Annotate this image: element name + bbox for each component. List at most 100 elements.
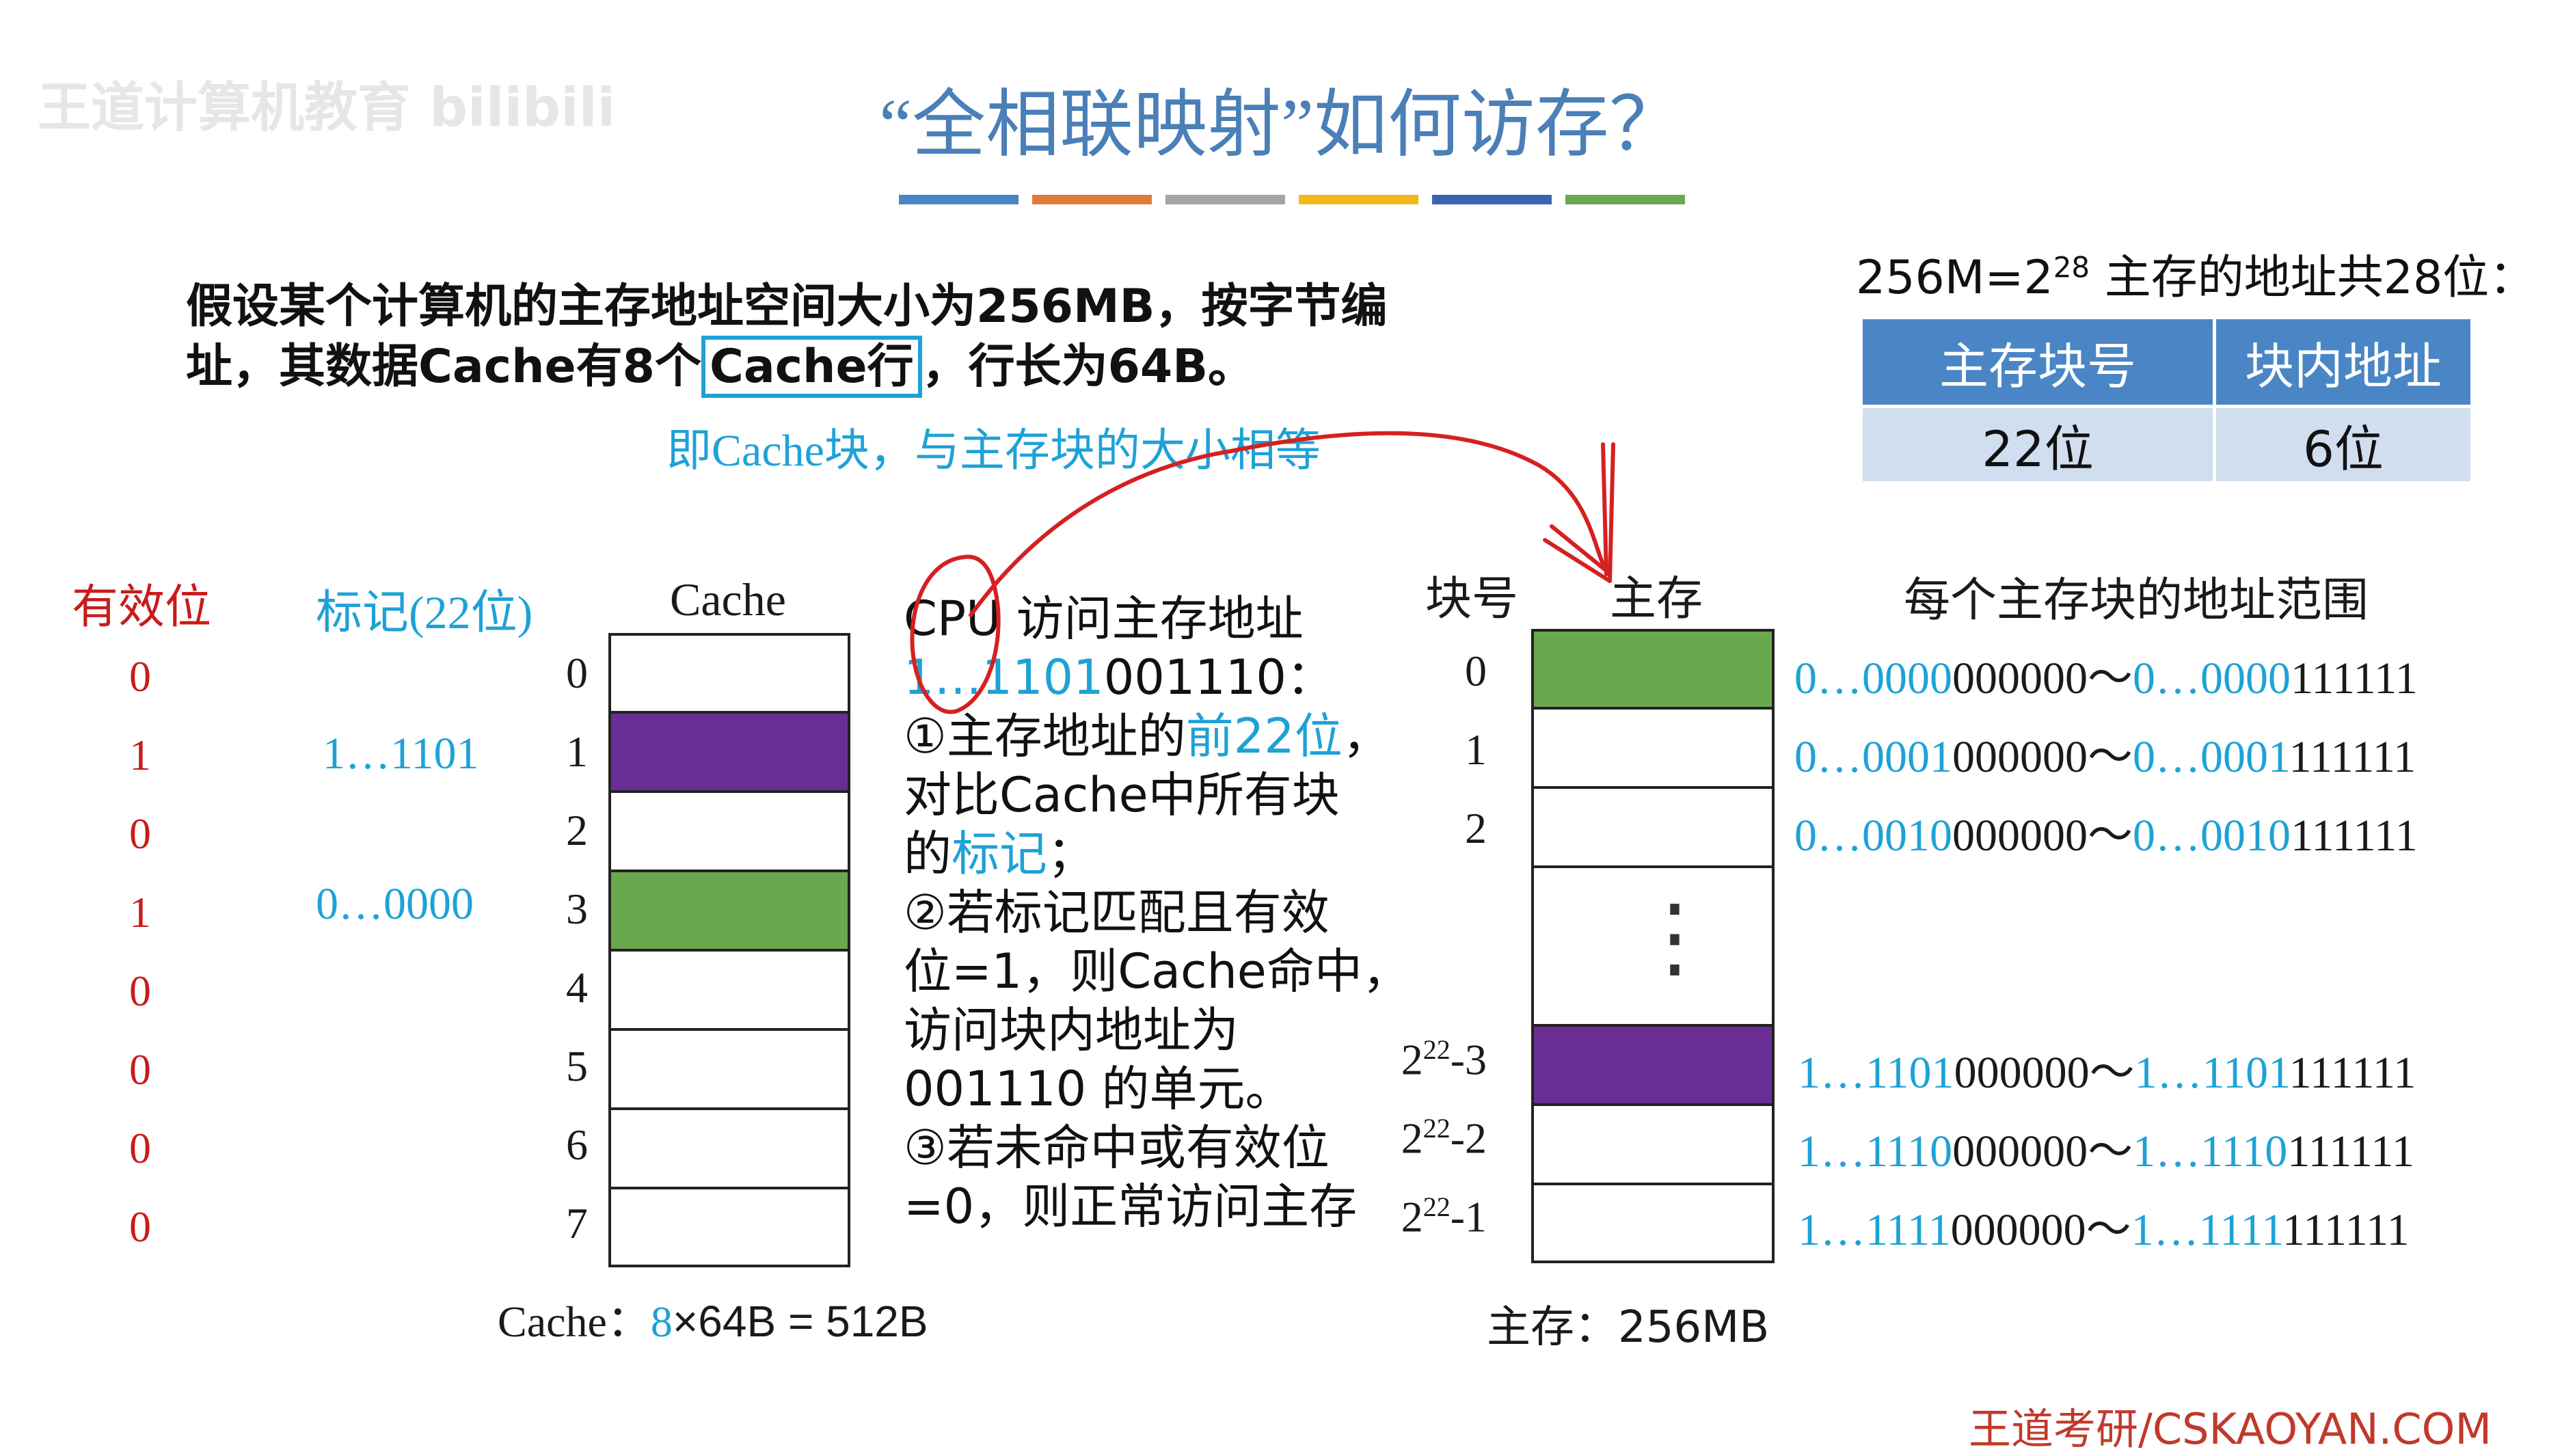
- cache-header: Cache: [670, 574, 786, 625]
- valid-bit-header: 有效位: [72, 580, 212, 634]
- valid-bit: 0: [129, 1045, 151, 1094]
- annotation-arrowhead: [1543, 442, 1615, 583]
- step-1-line-3-end: ；: [1047, 826, 1095, 882]
- color-bar: [1565, 195, 1685, 204]
- tag-header: 标记(22位): [316, 587, 533, 638]
- formula-text: 主存的地址共28位：: [2090, 251, 2536, 305]
- cache-line-index: 4: [566, 963, 588, 1012]
- memory-block-label: 222-3: [1401, 1034, 1487, 1084]
- memory-block: [1531, 1184, 1775, 1263]
- cache-line-index: 5: [566, 1042, 588, 1090]
- step-3-line-2: =0，则正常访问主存: [904, 1178, 1358, 1235]
- step-2-line-1: ②若标记匹配且有效: [904, 885, 1330, 941]
- intro-line-2-start: 址，其数据Cache有8个: [186, 340, 701, 394]
- cache-line: [608, 950, 850, 1029]
- memory-gap: [1531, 867, 1775, 1025]
- cache-size-rest: ×64B = 512B: [672, 1297, 928, 1346]
- valid-bit: 1: [129, 888, 151, 936]
- step-2-line-4: 001110 的单元。: [904, 1061, 1293, 1117]
- annotation-circle: [910, 554, 1001, 714]
- memory-block-filled: [1531, 1025, 1775, 1105]
- step-1-tag-word: 标记: [952, 826, 1047, 882]
- memory-block-label: 222-1: [1401, 1191, 1487, 1241]
- address-format-table: 主存块号 块内地址 22位 6位: [1859, 316, 2474, 485]
- valid-bit: 0: [129, 1202, 151, 1251]
- address-range-header: 每个主存块的地址范围: [1904, 574, 2369, 628]
- color-bar: [1299, 195, 1418, 204]
- step-address: 1…1101001110：: [904, 648, 1410, 707]
- valid-bit: 0: [129, 967, 151, 1015]
- cache-block-note: 即Cache块，与主存块的大小相等: [666, 426, 1321, 476]
- memory-block: [1531, 708, 1775, 787]
- cache-line-index: 1: [566, 727, 588, 776]
- step-3-line-1: ③若未命中或有效位: [904, 1120, 1330, 1176]
- cache-line: [608, 1109, 850, 1188]
- cache-line: [608, 633, 850, 712]
- cache-size-label: Cache：8×64B = 512B: [498, 1286, 928, 1349]
- address-tag-part: 1…1101: [904, 649, 1104, 705]
- address-offset-part: 001110：: [1103, 649, 1334, 705]
- step-1-line-3-start: 的: [904, 826, 952, 882]
- color-bar: [1432, 195, 1552, 204]
- formula-base: 256M=2: [1856, 251, 2053, 305]
- valid-bit: 0: [129, 1124, 151, 1172]
- intro-line-2-end: ，行长为64B。: [921, 340, 1255, 394]
- step-1: ①主存地址的前22位，: [904, 707, 1410, 766]
- valid-bit: 0: [129, 652, 151, 701]
- step-1-text: ①主存地址的: [904, 708, 1186, 764]
- intro-line-2: 址，其数据Cache有8个 Cache行 ，行长为64B。: [186, 336, 1255, 398]
- cache-tag: 0…0000: [316, 879, 474, 929]
- memory-block-filled: [1531, 629, 1775, 708]
- access-steps: CPU 访问主存地址 1…1101001110： ①主存地址的前22位， 对比C…: [904, 589, 1410, 1236]
- memory-block: [1531, 1105, 1775, 1184]
- cache-line: [608, 792, 850, 871]
- block-offset-bits: 6位: [2216, 408, 2470, 481]
- annotation-curve: [969, 431, 1605, 617]
- step-2-line-2: 位=1，则Cache命中，: [904, 943, 1410, 999]
- cache-line-index: 2: [566, 806, 588, 854]
- block-number-bits: 22位: [1863, 408, 2213, 481]
- address-range: 0…0000000000～0…0000111111: [1794, 653, 2418, 703]
- block-offset-header: 块内地址: [2216, 319, 2470, 405]
- cache-line-filled: [608, 871, 850, 950]
- cache-size-prefix: Cache：: [498, 1297, 651, 1346]
- step-intro: CPU 访问主存地址: [904, 591, 1304, 647]
- cache-line-index: 6: [566, 1120, 588, 1169]
- block-number-header: 块号: [1425, 572, 1519, 626]
- address-range: 0…0010000000～0…0010111111: [1794, 811, 2418, 861]
- cache-line: [608, 1188, 850, 1267]
- address-range: 1…1110000000～1…1110111111: [1798, 1127, 2414, 1176]
- memory-block-label: 2: [1465, 804, 1487, 852]
- cache-line-filled: [608, 712, 850, 792]
- cache-line-index: 3: [566, 885, 588, 933]
- formula-exponent: 28: [2053, 250, 2090, 284]
- handwritten-arrow-annotation: [910, 431, 1615, 714]
- memory-block: [1531, 787, 1775, 867]
- step-1-line-2: 对比Cache中所有块: [904, 767, 1340, 823]
- main-memory-header: 主存: [1610, 572, 1703, 626]
- valid-bit: 0: [129, 809, 151, 858]
- color-bar: [1032, 195, 1152, 204]
- step-1-comma: ，: [1342, 708, 1390, 764]
- step-1-highlight: 前22位: [1185, 708, 1343, 764]
- page-title: “全相联映射”如何访存？: [879, 85, 1683, 166]
- cache-tag: 1…1101: [323, 729, 479, 779]
- step-2-line-3: 访问块内地址为: [904, 1002, 1239, 1058]
- cache-line: [608, 1029, 850, 1109]
- memory-block-label: 0: [1465, 647, 1487, 695]
- step-1-line-3: 的标记；: [904, 824, 1410, 883]
- watermark: 王道计算机教育 bilibili: [38, 77, 616, 139]
- cache-line-highlight: Cache行: [701, 336, 922, 398]
- ellipsis-dots: ⋮: [1630, 885, 1719, 988]
- main-memory-size: 主存：256MB: [1487, 1302, 1770, 1353]
- memory-block-label: 222-2: [1401, 1113, 1487, 1163]
- color-bar: [899, 195, 1019, 204]
- cache-line-index: 0: [566, 649, 588, 697]
- address-range: 0…0001000000～0…0001111111: [1794, 732, 2416, 782]
- valid-bit: 1: [129, 731, 151, 779]
- address-range: 1…1111000000～1…1111111111: [1798, 1205, 2410, 1255]
- cache-line-index: 7: [566, 1199, 588, 1248]
- memory-block-label: 1: [1465, 725, 1487, 774]
- intro-line-1: 假设某个计算机的主存地址空间大小为256MB，按字节编: [186, 280, 1388, 334]
- color-bar: [1165, 195, 1285, 204]
